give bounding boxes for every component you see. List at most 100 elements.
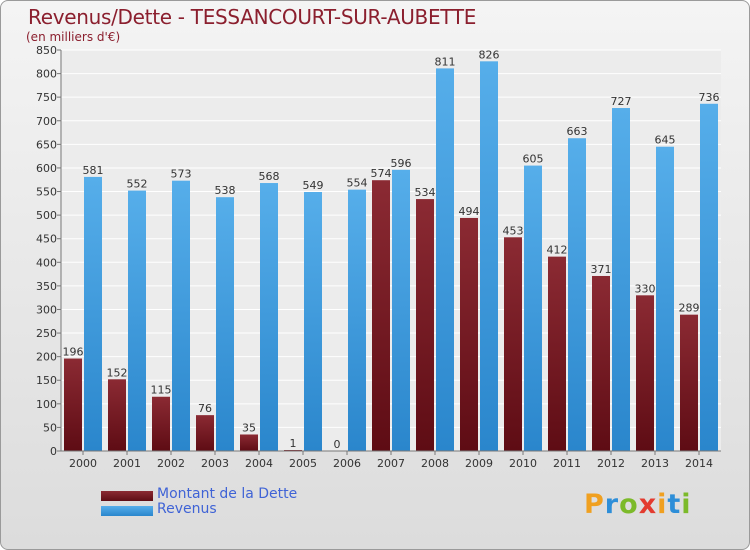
y-tick-label: 550 xyxy=(36,186,57,199)
bar-dette xyxy=(636,295,654,451)
bar-revenus xyxy=(128,190,146,451)
bar-revenus-label: 554 xyxy=(347,177,368,190)
x-tick-label: 2009 xyxy=(465,457,493,470)
y-tick-label: 300 xyxy=(36,303,57,316)
proxiti-logo[interactable]: Proxiti xyxy=(584,489,692,520)
x-tick-label: 2002 xyxy=(157,457,185,470)
bar-revenus xyxy=(392,169,410,451)
y-tick-label: 700 xyxy=(36,115,57,128)
x-tick-label: 2000 xyxy=(69,457,97,470)
x-tick-label: 2005 xyxy=(289,457,317,470)
x-tick-label: 2007 xyxy=(377,457,405,470)
x-tick-label: 2006 xyxy=(333,457,361,470)
bar-revenus xyxy=(656,146,674,451)
x-tick-label: 2008 xyxy=(421,457,449,470)
y-tick-label: 500 xyxy=(36,209,57,222)
y-tick-label: 750 xyxy=(36,91,57,104)
bar-dette xyxy=(108,379,126,451)
x-tick-label: 2001 xyxy=(113,457,141,470)
bar-dette-label: 453 xyxy=(503,224,524,237)
bar-revenus-label: 596 xyxy=(391,157,412,170)
bar-dette xyxy=(64,358,82,451)
y-tick-label: 450 xyxy=(36,233,57,246)
grid-lines xyxy=(61,49,721,452)
y-tick-label: 50 xyxy=(43,421,57,434)
bar-revenus xyxy=(524,165,542,452)
bar-revenus-label: 552 xyxy=(127,178,148,191)
bar-dette-label: 330 xyxy=(635,282,656,295)
bar-revenus xyxy=(436,68,454,451)
y-tick-label: 650 xyxy=(36,138,57,151)
bar-revenus-label: 568 xyxy=(259,170,280,183)
chart-title: Revenus/Dette - TESSANCOURT-SUR-AUBETTE xyxy=(28,5,477,29)
bar-dette xyxy=(240,434,258,451)
bar-revenus xyxy=(260,183,278,451)
bar-revenus-label: 573 xyxy=(171,168,192,181)
bar-dette-label: 35 xyxy=(242,421,256,434)
x-tick-label: 2003 xyxy=(201,457,229,470)
bar-revenus xyxy=(216,197,234,451)
bar-dette xyxy=(196,415,214,451)
x-tick-label: 2012 xyxy=(597,457,625,470)
y-tick-label: 600 xyxy=(36,162,57,175)
bar-dette-label: 494 xyxy=(459,205,480,218)
bar-revenus-label: 811 xyxy=(435,55,456,68)
legend-label-revenus: Revenus xyxy=(157,501,217,517)
y-tick-label: 250 xyxy=(36,327,57,340)
bar-revenus-label: 663 xyxy=(567,125,588,138)
y-tick-label: 100 xyxy=(36,398,57,411)
y-tick-label: 400 xyxy=(36,256,57,269)
bar-dette xyxy=(680,314,698,451)
bar-revenus xyxy=(348,189,366,452)
y-tick-label: 150 xyxy=(36,374,57,387)
y-tick-label: 200 xyxy=(36,351,57,364)
bar-dette xyxy=(416,199,434,451)
bar-dette-label: 371 xyxy=(591,263,612,276)
bar-revenus xyxy=(568,138,586,451)
bar-revenus-label: 727 xyxy=(611,95,632,108)
x-tick-label: 2011 xyxy=(553,457,581,470)
y-axis: 0 50 100 150 200 250 300 350 400 450 500 550 600 650 7… xyxy=(36,44,62,458)
bar-dette xyxy=(504,237,522,451)
legend-swatch-dette xyxy=(101,491,153,501)
bar-dette-label: 196 xyxy=(63,346,84,359)
y-tick-label: 0 xyxy=(50,445,57,458)
x-tick-label: 2004 xyxy=(245,457,273,470)
plot-background xyxy=(61,50,721,451)
bar-revenus-label: 605 xyxy=(523,153,544,166)
bar-dette xyxy=(152,396,170,451)
bar-revenus xyxy=(700,103,718,451)
bars: 1965811525521155737653835568154905545745… xyxy=(63,48,720,452)
bar-revenus-label: 538 xyxy=(215,184,236,197)
bar-revenus xyxy=(304,192,322,452)
bar-revenus xyxy=(612,108,630,451)
x-tick-label: 2013 xyxy=(641,457,669,470)
bar-revenus xyxy=(84,176,102,451)
bar-dette-label: 574 xyxy=(371,167,392,180)
bar-revenus-label: 826 xyxy=(479,48,500,61)
bar-dette-label: 412 xyxy=(547,244,568,257)
bar-dette xyxy=(548,256,566,451)
bar-dette xyxy=(460,217,478,451)
legend-label-dette: Montant de la Dette xyxy=(157,486,298,502)
bar-dette-label: 152 xyxy=(107,366,128,379)
y-tick-label: 800 xyxy=(36,68,57,81)
bar-revenus-label: 645 xyxy=(655,134,676,147)
chart-subtitle: (en milliers d'€) xyxy=(26,30,121,44)
bar-dette-label: 1 xyxy=(290,437,297,450)
bar-revenus-label: 581 xyxy=(83,164,104,177)
bar-revenus-label: 736 xyxy=(699,91,720,104)
y-tick-label: 850 xyxy=(36,44,57,57)
bar-dette-label: 76 xyxy=(198,402,212,415)
x-tick-label: 2010 xyxy=(509,457,537,470)
bar-revenus-label: 549 xyxy=(303,179,324,192)
legend-swatch-revenus xyxy=(101,506,153,516)
bar-dette xyxy=(592,275,610,451)
x-axis: 2000 2001 2002 2003 2004 2005 2006 2007 2008 2009… xyxy=(61,450,721,470)
y-tick-label: 350 xyxy=(36,280,57,293)
bar-dette-label: 289 xyxy=(679,302,700,315)
bar-revenus xyxy=(480,61,498,451)
bar-dette-label: 0 xyxy=(334,438,341,451)
